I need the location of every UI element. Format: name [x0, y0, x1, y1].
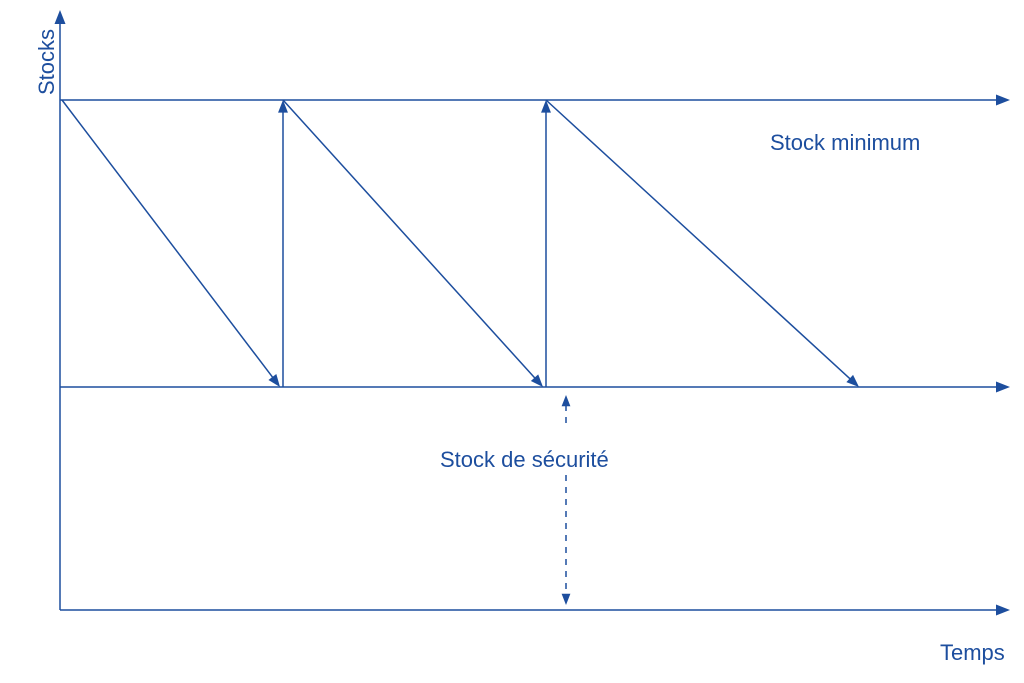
x-axis-label: Temps: [940, 640, 1005, 666]
stock-diagram: Stocks Temps Stock minimum Stock de sécu…: [0, 0, 1024, 683]
diagram-canvas: [0, 0, 1024, 683]
top-line-label: Stock minimum: [770, 130, 920, 156]
y-axis-label: Stocks: [34, 29, 60, 95]
safety-label: Stock de sécurité: [440, 447, 609, 473]
